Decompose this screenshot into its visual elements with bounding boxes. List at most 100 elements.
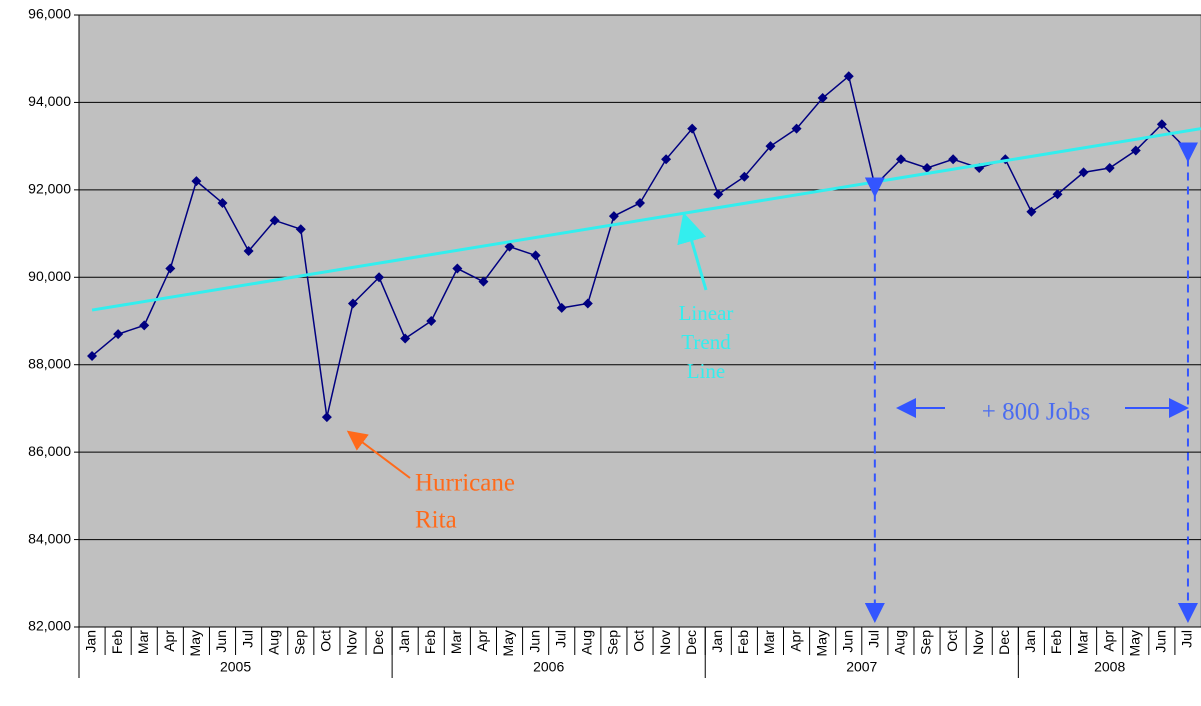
x-tick-label: Jan (709, 630, 725, 653)
y-tick-label: 84,000 (28, 530, 71, 546)
x-tick-label: Dec (996, 630, 1012, 655)
annotation-trend: Linear (679, 301, 734, 325)
y-tick-label: 90,000 (28, 268, 71, 284)
data-point (1130, 145, 1141, 156)
x-tick-label: Mar (1074, 630, 1090, 654)
x-tick-label: Feb (109, 630, 125, 654)
x-tick-label: Sep (918, 630, 934, 655)
annotation-arrow (346, 430, 411, 479)
x-tick-label: Jul (239, 630, 255, 648)
x-tick-label: Feb (422, 630, 438, 654)
x-tick-label: Jun (213, 630, 229, 653)
x-tick-label: Sep (605, 630, 621, 655)
x-tick-label: May (500, 630, 516, 656)
data-point (295, 224, 306, 235)
group-label: 2008 (1094, 659, 1125, 675)
annotation-arrow (677, 212, 708, 291)
x-tick-label: Dec (683, 630, 699, 655)
x-tick-label: Mar (135, 630, 151, 654)
y-tick-label: 96,000 (28, 6, 71, 22)
data-point (948, 154, 959, 165)
data-point (713, 189, 724, 200)
x-tick-label: Oct (631, 630, 647, 652)
x-tick-label: May (813, 630, 829, 656)
data-point (922, 163, 933, 173)
plot-area (78, 14, 1201, 628)
x-tick-label: Apr (161, 630, 177, 652)
data-point (1104, 163, 1115, 173)
y-tick-label: 82,000 (28, 618, 71, 634)
annotation-trend: Line (687, 359, 725, 383)
y-tick-label: 94,000 (28, 93, 71, 109)
data-point (139, 320, 150, 331)
group-label: 2005 (220, 659, 251, 675)
data-point (400, 333, 411, 344)
x-tick-label: Mar (761, 630, 777, 654)
data-point (635, 197, 645, 208)
data-point (243, 246, 254, 257)
x-tick-label: Nov (970, 630, 986, 655)
annotation-hurricane: Rita (415, 507, 457, 534)
data-point (191, 176, 202, 187)
annotation-trend: Trend (681, 330, 731, 354)
data-point (895, 154, 906, 165)
x-tick-label: Dec (370, 630, 386, 655)
annotation-jobs: + 800 Jobs (982, 399, 1091, 426)
data-point (843, 71, 854, 82)
x-tick-label: Mar (448, 630, 464, 654)
x-tick-label: Jan (83, 630, 99, 653)
x-tick-label: Feb (1048, 630, 1064, 654)
trend-line (91, 127, 1201, 312)
data-point (452, 263, 463, 274)
data-point (374, 272, 385, 283)
data-point (661, 154, 672, 165)
data-point (269, 215, 280, 226)
data-point (347, 298, 358, 309)
x-tick-label: Aug (892, 630, 908, 655)
data-point (1052, 189, 1063, 200)
x-tick-label: Oct (944, 630, 960, 652)
x-tick-label: Jun (1153, 630, 1169, 653)
data-point (217, 197, 228, 208)
x-tick-label: Jul (866, 630, 882, 648)
annotation-hurricane: Hurricane (415, 470, 515, 497)
x-tick-label: Apr (1100, 630, 1116, 652)
data-point (1156, 119, 1167, 130)
x-tick-label: Jul (1179, 630, 1195, 648)
data-point (687, 123, 698, 134)
x-tick-label: Jul (552, 630, 568, 648)
group-label: 2007 (846, 659, 877, 675)
data-point (113, 329, 124, 340)
data-point (739, 171, 750, 182)
data-point (765, 141, 776, 152)
data-point (87, 350, 98, 361)
x-tick-label: Jan (1022, 630, 1038, 653)
data-point (426, 316, 437, 326)
data-point (1078, 167, 1089, 178)
x-tick-label: Aug (265, 630, 281, 655)
x-tick-label: Apr (787, 630, 803, 652)
data-point (530, 250, 541, 261)
x-tick-label: Apr (474, 630, 490, 652)
x-tick-label: May (187, 630, 203, 656)
x-tick-label: Jun (526, 630, 542, 653)
x-tick-label: Sep (291, 630, 307, 655)
x-tick-label: Oct (318, 630, 334, 652)
y-tick-label: 88,000 (28, 355, 71, 371)
x-tick-label: Nov (344, 630, 360, 655)
data-point (556, 302, 567, 313)
data-point (791, 123, 802, 134)
data-point (1026, 206, 1037, 217)
x-tick-label: Aug (579, 630, 595, 655)
data-point (504, 241, 515, 252)
y-tick-label: 92,000 (28, 181, 71, 197)
x-tick-label: Nov (657, 630, 673, 655)
x-tick-label: May (1126, 630, 1142, 656)
x-tick-label: Jan (396, 630, 412, 653)
x-tick-label: Jun (839, 630, 855, 653)
data-point (608, 211, 619, 222)
data-point (165, 263, 176, 274)
data-point (817, 93, 828, 104)
group-label: 2006 (533, 659, 564, 675)
